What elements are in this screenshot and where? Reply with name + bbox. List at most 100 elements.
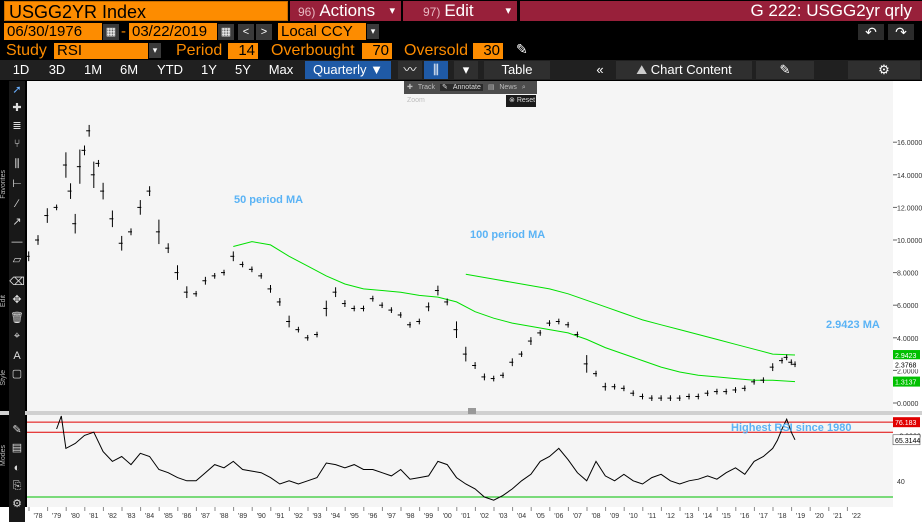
chart-type-chevron-down-icon[interactable]: ▾ bbox=[454, 61, 478, 79]
popup-annotate[interactable]: ✎ Annotate bbox=[440, 84, 483, 91]
pencil-icon[interactable]: ✎ bbox=[516, 41, 528, 57]
moving-average-lines bbox=[233, 241, 796, 383]
x-axis-tick-label: '02 bbox=[480, 513, 489, 520]
period-max[interactable]: Max bbox=[268, 62, 294, 77]
price-label-box bbox=[893, 376, 920, 387]
x-axis-tick-label: '17 bbox=[759, 513, 768, 520]
bar-chart-icon[interactable]: ⫼ bbox=[424, 61, 448, 79]
copy-icon[interactable]: ⎘ bbox=[12, 480, 22, 492]
ma50-line bbox=[233, 241, 796, 383]
frequency-select[interactable]: Quarterly ▼ bbox=[305, 61, 391, 79]
oversold-input[interactable]: 30 bbox=[473, 43, 503, 59]
title-bar: USGG2YR Index 96) Actions ▾ 97) Edit ▾ G 2… bbox=[0, 0, 922, 22]
period-input[interactable]: 14 bbox=[228, 43, 258, 59]
line-chart-icon[interactable]: 〰 bbox=[398, 61, 422, 79]
pointer-icon[interactable]: ➚ bbox=[12, 84, 22, 96]
period-6m[interactable]: 6M bbox=[119, 62, 139, 77]
horizontal-line-icon[interactable]: — bbox=[11, 236, 23, 248]
popup-news[interactable]: ▤ News bbox=[487, 84, 517, 91]
price-axis-tick-label: 12.0000 bbox=[897, 205, 922, 212]
x-axis-tick-label: '14 bbox=[703, 513, 712, 520]
mode-icon[interactable]: ▤ bbox=[11, 442, 23, 454]
period-1d[interactable]: 1D bbox=[12, 62, 30, 77]
chart-content-label: Chart Content bbox=[650, 62, 732, 77]
edit-chart-icon[interactable]: ✎ bbox=[756, 61, 814, 79]
price-axis-tick-label: 14.0000 bbox=[897, 173, 922, 180]
period-1y[interactable]: 1Y bbox=[201, 62, 217, 77]
table-button[interactable]: Table bbox=[484, 61, 550, 79]
x-axis-tick-label: '12 bbox=[666, 513, 675, 520]
overbought-input[interactable]: 70 bbox=[362, 43, 392, 59]
trendline-icon[interactable]: ∕ bbox=[16, 198, 18, 210]
price-panel-bg bbox=[27, 81, 893, 411]
chart-content-button[interactable]: ⛰ Chart Content bbox=[616, 61, 752, 79]
collapse-icon[interactable]: « bbox=[596, 62, 604, 77]
ma50-annotation: 50 period MA bbox=[234, 194, 303, 206]
gear-icon[interactable]: ⚙ bbox=[848, 61, 920, 79]
currency-select[interactable]: Local CCY bbox=[278, 23, 366, 40]
chart-mode-popup: ✚ Track ✎ Annotate ▤ News ⌕ Zoom bbox=[404, 81, 537, 104]
rsi-last-label-text: 65.3144 bbox=[895, 438, 920, 445]
x-axis-tick-label: '16 bbox=[740, 513, 749, 520]
panel-resize-handle[interactable] bbox=[468, 408, 476, 414]
x-axis-tick-label: '81 bbox=[89, 513, 98, 520]
palette-icon[interactable]: ◐ bbox=[13, 462, 21, 474]
x-axis-tick-label: '91 bbox=[275, 513, 284, 520]
x-axis-tick-label: '97 bbox=[387, 513, 396, 520]
note-icon[interactable]: ▢ bbox=[11, 368, 23, 380]
settings-mini-icon[interactable]: ⚙ bbox=[12, 498, 22, 510]
price-axis-tick-label: 8.0000 bbox=[897, 271, 919, 278]
undo-icon[interactable]: ↶ bbox=[858, 24, 884, 40]
period-5y[interactable]: 5Y bbox=[235, 62, 251, 77]
stack-icon[interactable]: ≣ bbox=[12, 120, 22, 132]
ray-icon[interactable]: ↗ bbox=[12, 216, 22, 228]
next-arrow-icon[interactable]: > bbox=[256, 24, 272, 40]
x-axis-tick-label: '94 bbox=[331, 513, 340, 520]
period-1m[interactable]: 1M bbox=[83, 62, 103, 77]
rsi-axis-tick-label: 40 bbox=[897, 479, 905, 486]
period-3d[interactable]: 3D bbox=[48, 62, 66, 77]
edit-button[interactable]: 97) Edit ▾ bbox=[403, 1, 517, 21]
prev-arrow-icon[interactable]: < bbox=[238, 24, 254, 40]
price-series bbox=[0, 124, 797, 401]
popup-zoom[interactable]: ⌕ Zoom bbox=[407, 84, 526, 104]
study-select[interactable]: RSI bbox=[54, 43, 148, 59]
chart-content-icon: ⛰ bbox=[636, 62, 651, 77]
end-calendar-icon[interactable]: ▦ bbox=[218, 24, 234, 40]
measure-icon[interactable]: ⊢ bbox=[12, 178, 22, 190]
drawing-toolbar: ➚ ✚ ≣ ⑂ ⫼ ⊢ ∕ ↗ — ▱ ⌫ ✥ 🗑 ⌖ A ▢ ✎ ▤ ◐ ⎘ … bbox=[9, 81, 25, 522]
rsi-line bbox=[56, 415, 796, 501]
eraser-icon[interactable]: ⌫ bbox=[9, 276, 25, 288]
x-axis-tick-label: '80 bbox=[71, 513, 80, 520]
study-bar: Study RSI ▾ Period 14 Overbought 70 Over… bbox=[0, 41, 922, 60]
redo-icon[interactable]: ↷ bbox=[888, 24, 914, 40]
ticker-field[interactable]: USGG2YR Index bbox=[4, 1, 288, 22]
start-calendar-icon[interactable]: ▦ bbox=[103, 24, 119, 40]
end-date-input[interactable]: 03/22/2019 bbox=[129, 23, 217, 40]
move-icon[interactable]: ✥ bbox=[12, 294, 22, 306]
reset-button[interactable]: ⊗ Reset bbox=[506, 95, 536, 107]
x-axis-tick-label: '82 bbox=[108, 513, 117, 520]
currency-chevron-down-icon[interactable]: ▾ bbox=[367, 24, 379, 39]
period-ytd[interactable]: YTD bbox=[157, 62, 183, 77]
trash-icon[interactable]: 🗑 bbox=[10, 312, 24, 324]
fork-icon[interactable]: ⑂ bbox=[13, 138, 21, 150]
popup-track[interactable]: ✚ Track bbox=[407, 84, 436, 91]
channel-icon[interactable]: ▱ bbox=[12, 254, 22, 266]
pen-icon[interactable]: ✎ bbox=[12, 424, 22, 436]
period-label: Period bbox=[176, 42, 223, 59]
text-icon[interactable]: A bbox=[13, 350, 21, 362]
start-date-input[interactable]: 06/30/1976 bbox=[4, 23, 102, 40]
crosshair-icon[interactable]: ✚ bbox=[12, 102, 22, 114]
study-chevron-down-icon[interactable]: ▾ bbox=[149, 43, 161, 58]
x-axis-tick-label: '95 bbox=[350, 513, 359, 520]
rsi-axis: 40 bbox=[897, 479, 905, 486]
actions-button[interactable]: 96) Actions ▾ bbox=[290, 1, 401, 21]
x-axis-tick-label: '05 bbox=[536, 513, 545, 520]
rsi-series bbox=[27, 415, 893, 501]
dropper-icon[interactable]: ⌖ bbox=[13, 330, 21, 342]
bars-icon[interactable]: ⫼ bbox=[14, 158, 20, 170]
price-axis-tick-label: 4.0000 bbox=[897, 336, 919, 343]
price-axis-tick-label: 0.0000 bbox=[897, 401, 919, 408]
